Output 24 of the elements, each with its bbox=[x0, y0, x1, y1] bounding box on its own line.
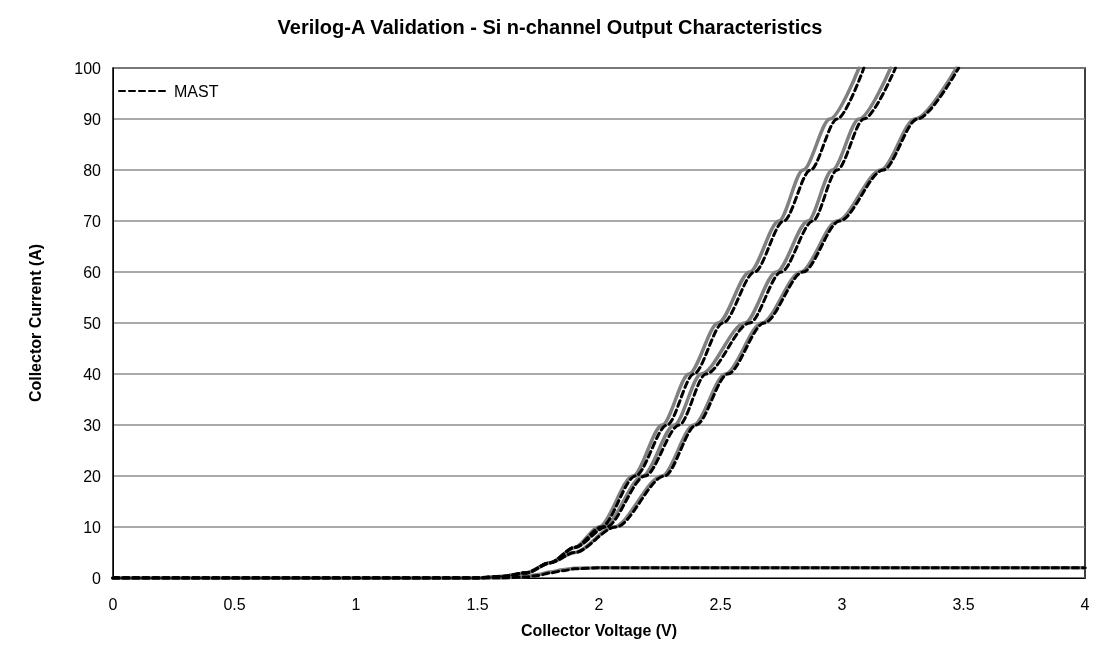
x-tick-label: 0.5 bbox=[223, 595, 246, 613]
y-tick-label: 80 bbox=[83, 161, 102, 179]
x-tick-label: 3.5 bbox=[952, 595, 975, 613]
y-tick-label: 90 bbox=[83, 110, 102, 128]
y-tick-label: 20 bbox=[83, 467, 102, 485]
x-tick-label: 3 bbox=[837, 595, 847, 613]
y-axis-title: Collector Current (A) bbox=[26, 243, 44, 403]
x-tick-label: 2.5 bbox=[709, 595, 732, 613]
x-tick-label: 2 bbox=[594, 595, 604, 613]
y-tick-label: 30 bbox=[83, 416, 102, 434]
y-tick-label: 40 bbox=[83, 365, 102, 383]
x-tick-label: 1.5 bbox=[466, 595, 489, 613]
y-tick-label: 10 bbox=[83, 518, 102, 536]
x-tick-label: 0 bbox=[108, 595, 118, 613]
y-tick-label: 60 bbox=[83, 263, 102, 281]
y-tick-label: 100 bbox=[74, 59, 102, 77]
x-tick-label: 4 bbox=[1080, 595, 1090, 613]
chart-title: Verilog-A Validation - Si n-channel Output Characteristics bbox=[277, 16, 823, 38]
y-tick-label: 0 bbox=[92, 569, 102, 587]
x-tick-label: 1 bbox=[351, 595, 361, 613]
legend-label: MAST bbox=[174, 82, 219, 100]
x-axis-title: Collector Voltage (V) bbox=[520, 621, 678, 639]
y-tick-label: 50 bbox=[83, 314, 102, 332]
y-tick-label: 70 bbox=[83, 212, 102, 230]
